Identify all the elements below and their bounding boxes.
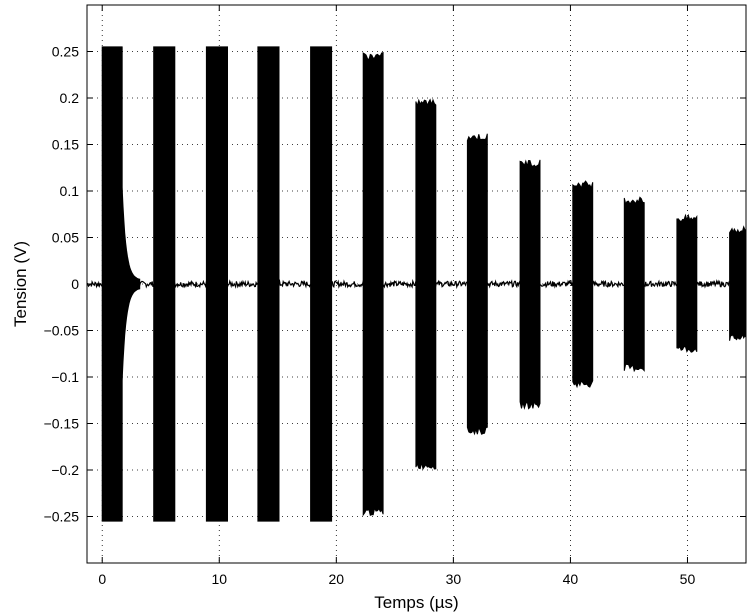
y-tick-label: −0.1 (51, 369, 79, 385)
x-tick-label: 30 (446, 571, 462, 587)
y-tick-label: 0.1 (60, 183, 80, 199)
axis-ticks: 0 10 20 30 40 50 −0.25 −0.2 −0.15 −0.1 −0.05 0 0.05 0… (44, 5, 746, 587)
signal-burst (466, 133, 488, 436)
x-tick-label: 50 (680, 571, 696, 587)
x-tick-label: 40 (563, 571, 579, 587)
signal-burst (676, 213, 698, 353)
ringdown-decay (121, 46, 141, 522)
y-tick-label: −0.05 (44, 323, 80, 339)
y-tick-label: 0.15 (52, 137, 79, 153)
signal-burst (310, 46, 333, 522)
signal-burst (623, 196, 645, 373)
x-tick-label: 0 (98, 571, 106, 587)
x-tick-label: 10 (211, 571, 227, 587)
y-tick-label: 0.05 (52, 230, 79, 246)
x-axis-label: Temps (µs) (374, 593, 458, 612)
y-tick-label: −0.25 (44, 509, 80, 525)
signal-burst (572, 180, 594, 389)
signal-trace (87, 46, 746, 522)
y-tick-label: 0 (71, 276, 79, 292)
y-tick-label: −0.2 (51, 462, 79, 478)
signal-burst (257, 46, 280, 522)
signal-burst (153, 46, 176, 522)
signal-burst (729, 225, 746, 341)
y-axis-label: Tension (V) (11, 241, 30, 327)
y-tick-label: 0.2 (60, 90, 80, 106)
y-tick-label: −0.15 (44, 416, 80, 432)
signal-burst (362, 51, 384, 517)
signal-burst (415, 98, 437, 471)
signal-burst (205, 46, 228, 522)
x-tick-label: 20 (329, 571, 345, 587)
signal-burst (519, 159, 541, 410)
y-tick-label: 0.25 (52, 44, 79, 60)
signal-burst (101, 46, 123, 522)
